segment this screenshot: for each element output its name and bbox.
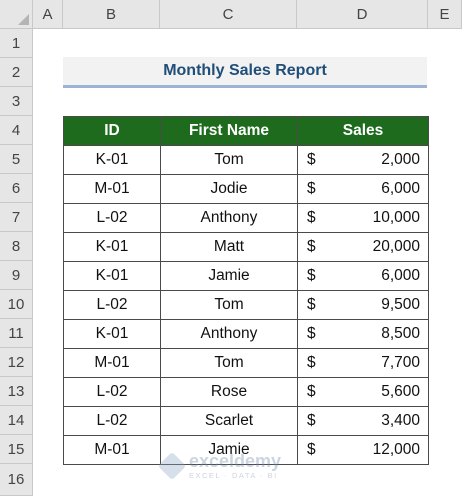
row-header-9[interactable]: 9 — [0, 261, 33, 290]
header-id[interactable]: ID — [63, 116, 161, 146]
table-row: K-01 Matt $20,000 — [63, 232, 429, 262]
cell-sales[interactable]: $9,500 — [297, 290, 429, 320]
select-all-corner[interactable] — [0, 0, 33, 29]
currency-symbol: $ — [307, 441, 316, 458]
table-header-row: ID First Name Sales — [63, 116, 429, 146]
cell-sales[interactable]: $20,000 — [297, 232, 429, 262]
currency-symbol: $ — [307, 180, 316, 197]
cell-id[interactable]: L-02 — [63, 406, 161, 436]
cell-id[interactable]: L-02 — [63, 203, 161, 233]
cell-sales[interactable]: $2,000 — [297, 145, 429, 175]
cell-sales[interactable]: $6,000 — [297, 174, 429, 204]
exceldemy-logo-icon — [157, 451, 187, 481]
row-header-4[interactable]: 4 — [0, 116, 33, 145]
column-header-c[interactable]: C — [160, 0, 297, 29]
sales-amount: 2,000 — [381, 151, 420, 168]
cell-id[interactable]: K-01 — [63, 232, 161, 262]
row-header-15[interactable]: 15 — [0, 435, 33, 464]
row-header-7[interactable]: 7 — [0, 203, 33, 232]
row-header-6[interactable]: 6 — [0, 174, 33, 203]
currency-symbol: $ — [307, 267, 316, 284]
sales-amount: 7,700 — [381, 354, 420, 371]
column-header-a[interactable]: A — [33, 0, 63, 29]
row-header-16[interactable]: 16 — [0, 464, 33, 496]
currency-symbol: $ — [307, 209, 316, 226]
column-header-b[interactable]: B — [63, 0, 160, 29]
cell-sales[interactable]: $5,600 — [297, 377, 429, 407]
table-row: K-01 Anthony $8,500 — [63, 319, 429, 349]
row-header-11[interactable]: 11 — [0, 319, 33, 348]
row-header-2[interactable]: 2 — [0, 58, 33, 87]
sales-amount: 9,500 — [381, 296, 420, 313]
cell-first-name[interactable]: Tom — [160, 290, 298, 320]
sales-amount: 20,000 — [372, 238, 420, 255]
currency-symbol: $ — [307, 151, 316, 168]
sales-amount: 6,000 — [381, 267, 420, 284]
cell-sales[interactable]: $10,000 — [297, 203, 429, 233]
column-header-e[interactable]: E — [428, 0, 462, 29]
cell-sales[interactable]: $6,000 — [297, 261, 429, 291]
cell-id[interactable]: K-01 — [63, 145, 161, 175]
currency-symbol: $ — [307, 412, 316, 429]
cell-id[interactable]: M-01 — [63, 348, 161, 378]
cell-id[interactable]: M-01 — [63, 435, 161, 465]
cell-first-name[interactable]: Jamie — [160, 261, 298, 291]
cell-sales[interactable]: $12,000 — [297, 435, 429, 465]
row-header-3[interactable]: 3 — [0, 87, 33, 116]
row-header-13[interactable]: 13 — [0, 377, 33, 406]
header-sales[interactable]: Sales — [297, 116, 429, 146]
exceldemy-watermark: exceldemy EXCEL · DATA · BI — [157, 449, 310, 483]
cell-first-name[interactable]: Rose — [160, 377, 298, 407]
row-header-14[interactable]: 14 — [0, 406, 33, 435]
sales-amount: 10,000 — [372, 209, 420, 226]
cell-first-name[interactable]: Tom — [160, 348, 298, 378]
table-row: L-02 Scarlet $3,400 — [63, 406, 429, 436]
sales-amount: 8,500 — [381, 325, 420, 342]
table-row: K-01 Jamie $6,000 — [63, 261, 429, 291]
sales-amount: 6,000 — [381, 180, 420, 197]
table-row: M-01 Jamie $12,000 — [63, 435, 429, 465]
cell-first-name[interactable]: Jodie — [160, 174, 298, 204]
cell-first-name[interactable]: Matt — [160, 232, 298, 262]
cell-sales[interactable]: $7,700 — [297, 348, 429, 378]
cell-first-name[interactable]: Tom — [160, 145, 298, 175]
table-row: L-02 Anthony $10,000 — [63, 203, 429, 233]
row-header-10[interactable]: 10 — [0, 290, 33, 319]
table-row: M-01 Jodie $6,000 — [63, 174, 429, 204]
watermark-name: exceldemy — [189, 451, 282, 472]
sales-amount: 12,000 — [372, 441, 420, 458]
header-first-name[interactable]: First Name — [160, 116, 298, 146]
select-all-triangle-icon — [18, 14, 29, 25]
cell-sales[interactable]: $3,400 — [297, 406, 429, 436]
cell-id[interactable]: L-02 — [63, 377, 161, 407]
table-row: K-01 Tom $2,000 — [63, 145, 429, 175]
cell-id[interactable]: M-01 — [63, 174, 161, 204]
watermark-tagline: EXCEL · DATA · BI — [189, 471, 278, 481]
row-header-1[interactable]: 1 — [0, 29, 33, 58]
cell-first-name[interactable]: Anthony — [160, 319, 298, 349]
row-header-8[interactable]: 8 — [0, 232, 33, 261]
cell-id[interactable]: L-02 — [63, 290, 161, 320]
column-header-d[interactable]: D — [297, 0, 428, 29]
sales-amount: 5,600 — [381, 383, 420, 400]
report-title[interactable]: Monthly Sales Report — [63, 57, 427, 88]
table-row: L-02 Tom $9,500 — [63, 290, 429, 320]
row-header-12[interactable]: 12 — [0, 348, 33, 377]
currency-symbol: $ — [307, 238, 316, 255]
sales-amount: 3,400 — [381, 412, 420, 429]
cell-sales[interactable]: $8,500 — [297, 319, 429, 349]
cell-id[interactable]: K-01 — [63, 319, 161, 349]
sales-table: ID First Name Sales K-01 Tom $2,000 M-01… — [63, 116, 429, 465]
table-row: L-02 Rose $5,600 — [63, 377, 429, 407]
currency-symbol: $ — [307, 296, 316, 313]
table-row: M-01 Tom $7,700 — [63, 348, 429, 378]
row-header-5[interactable]: 5 — [0, 145, 33, 174]
cell-first-name[interactable]: Anthony — [160, 203, 298, 233]
cell-id[interactable]: K-01 — [63, 261, 161, 291]
currency-symbol: $ — [307, 325, 316, 342]
currency-symbol: $ — [307, 383, 316, 400]
currency-symbol: $ — [307, 354, 316, 371]
cell-first-name[interactable]: Scarlet — [160, 406, 298, 436]
